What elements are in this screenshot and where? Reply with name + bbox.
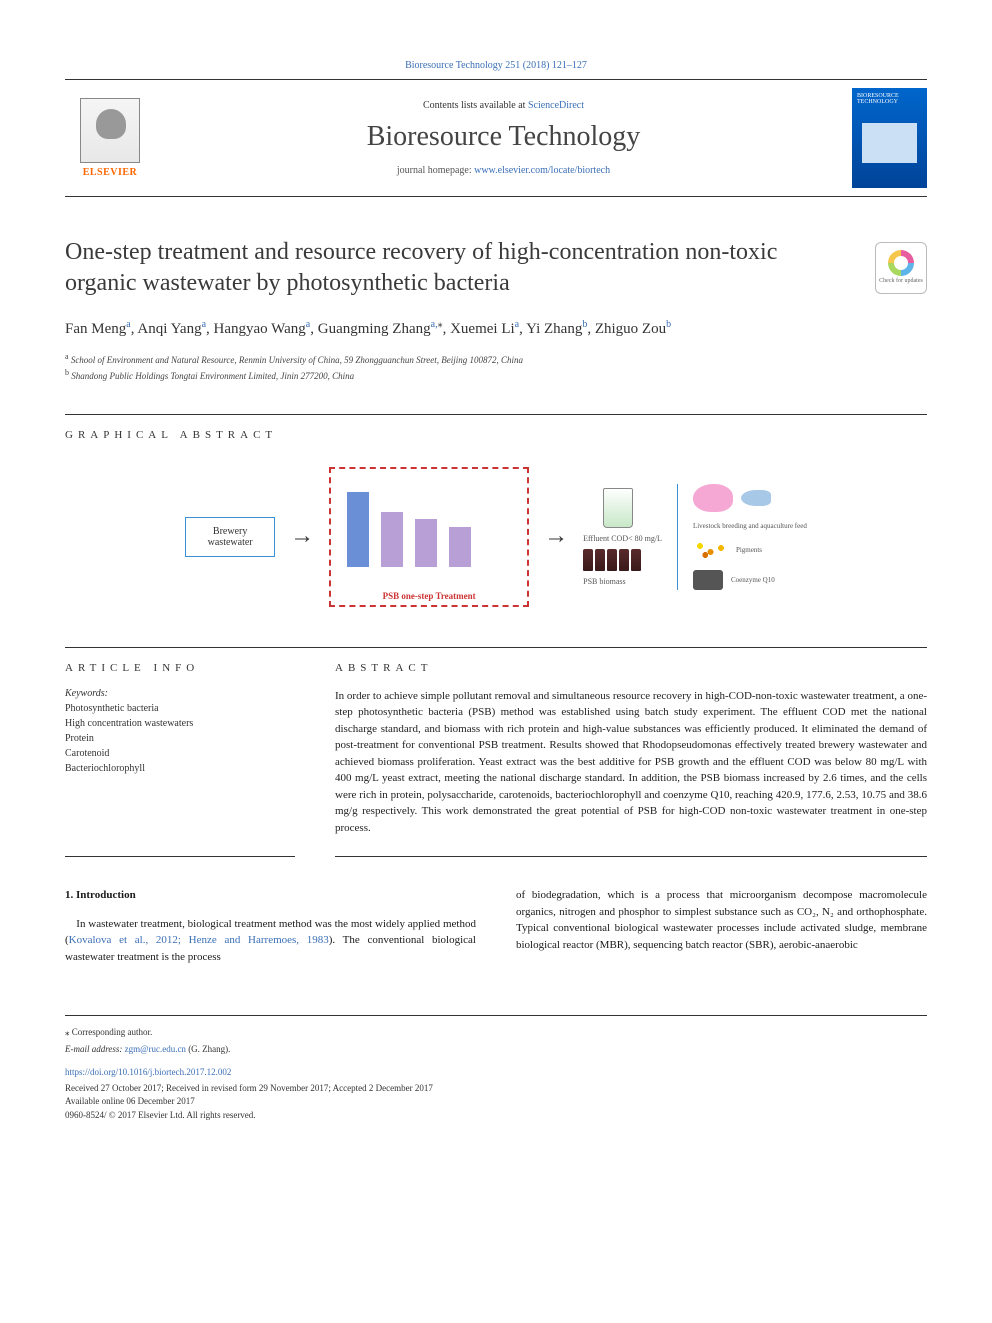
ga-outputs: Effluent COD< 80 mg/L PSB biomass — [583, 488, 662, 586]
author-aff: b — [666, 319, 671, 330]
journal-header: ELSEVIER Contents lists available at Sci… — [65, 79, 927, 197]
elsevier-text: ELSEVIER — [83, 167, 138, 178]
email-line: E-mail address: zgm@ruc.edu.cn (G. Zhang… — [65, 1043, 927, 1057]
affiliation-text: Shandong Public Holdings Tongtai Environ… — [71, 371, 354, 381]
pig-icon — [693, 484, 733, 512]
author-aff: a — [126, 319, 130, 330]
abstract-column: ABSTRACT In order to achieve simple poll… — [335, 662, 927, 858]
journal-name: Bioresource Technology — [175, 121, 832, 153]
online-date: Available online 06 December 2017 — [65, 1095, 927, 1109]
authors-list: Fan Menga, Anqi Yanga, Hangyao Wanga, Gu… — [65, 317, 927, 341]
ga-chart-caption: PSB one-step Treatment — [331, 591, 527, 601]
citation-link[interactable]: Kovalova et al., 2012; Henze and Harremo… — [69, 934, 329, 946]
keyword: High concentration wastewaters — [65, 716, 295, 731]
coenzyme-icon — [693, 570, 723, 590]
ga-product-label: Coenzyme Q10 — [731, 576, 775, 584]
check-updates-badge[interactable]: Check for updates — [875, 242, 927, 294]
author-aff: a — [515, 319, 519, 330]
ga-product-label: Pigments — [736, 546, 762, 554]
pigment-icon — [693, 540, 728, 560]
crossmark-icon — [888, 250, 914, 276]
author: Xuemei Li — [450, 321, 515, 337]
elsevier-tree-icon — [80, 98, 140, 163]
ga-products: Livestock breeding and aquaculture feed … — [677, 484, 807, 590]
psb-bottles-icon — [583, 549, 641, 571]
cover-title: BIORESOURCE TECHNOLOGY — [857, 93, 927, 105]
email-link[interactable]: zgm@ruc.edu.cn — [125, 1044, 186, 1054]
intro-paragraph: of biodegradation, which is a process th… — [516, 887, 927, 953]
arrow-right-icon: → — [290, 523, 314, 550]
ga-bar — [347, 492, 369, 567]
affiliations: a School of Environment and Natural Reso… — [65, 351, 927, 384]
aff-sup: a — [65, 352, 69, 361]
journal-cover-thumbnail: BIORESOURCE TECHNOLOGY — [852, 88, 927, 188]
graphical-abstract: Brewery wastewater → PSB one-step Treatm… — [65, 457, 927, 617]
intro-heading: 1. Introduction — [65, 887, 476, 904]
doi-link[interactable]: https://doi.org/10.1016/j.biortech.2017.… — [65, 1067, 231, 1077]
ga-effluent-label: Effluent COD< 80 mg/L — [583, 534, 662, 543]
ga-chart: PSB one-step Treatment — [329, 467, 529, 607]
email-label: E-mail address: — [65, 1044, 125, 1054]
keyword: Photosynthetic bacteria — [65, 701, 295, 716]
author: Zhiguo Zou — [595, 321, 666, 337]
article-info-column: ARTICLE INFO Keywords: Photosynthetic ba… — [65, 662, 295, 858]
citation: Bioresource Technology 251 (2018) 121–12… — [65, 60, 927, 71]
arrow-right-icon: → — [544, 523, 568, 550]
ga-bar — [449, 527, 471, 567]
ga-product-pigments: Pigments — [693, 540, 807, 560]
author-aff: a — [202, 319, 206, 330]
author: Yi Zhang — [526, 321, 582, 337]
article-info-header: ARTICLE INFO — [65, 662, 295, 674]
ga-input-box: Brewery wastewater — [185, 517, 275, 557]
ga-product-label: Livestock breeding and aquaculture feed — [693, 522, 807, 530]
check-updates-label: Check for updates — [879, 278, 923, 286]
author-aff: a, — [431, 319, 438, 330]
email-suffix: (G. Zhang). — [186, 1044, 231, 1054]
keyword: Protein — [65, 731, 295, 746]
author-aff: a — [306, 319, 310, 330]
copyright: 0960-8524/ © 2017 Elsevier Ltd. All righ… — [65, 1109, 927, 1123]
author-aff: b — [582, 319, 587, 330]
title-text: One-step treatment and resource recovery… — [65, 239, 777, 296]
author: Guangming Zhang — [318, 321, 431, 337]
ga-bar — [415, 519, 437, 567]
journal-homepage: journal homepage: www.elsevier.com/locat… — [175, 165, 832, 176]
graphical-abstract-header: GRAPHICAL ABSTRACT — [65, 414, 927, 441]
ga-product-feed — [693, 484, 807, 512]
aff-sup: b — [65, 368, 69, 377]
vial-icon — [603, 488, 633, 528]
sciencedirect-link[interactable]: ScienceDirect — [528, 100, 584, 111]
contents-available: Contents lists available at ScienceDirec… — [175, 100, 832, 111]
author: Hangyao Wang — [214, 321, 306, 337]
corr-marker: ⁎ — [438, 319, 443, 330]
ga-biomass-label: PSB biomass — [583, 577, 625, 586]
author: Anqi Yang — [137, 321, 201, 337]
fish-icon — [741, 490, 771, 506]
article-title: One-step treatment and resource recovery… — [65, 237, 927, 299]
elsevier-logo: ELSEVIER — [65, 88, 155, 188]
keywords-label: Keywords: — [65, 688, 295, 699]
intro-paragraph: In wastewater treatment, biological trea… — [65, 916, 476, 966]
keyword: Carotenoid — [65, 746, 295, 761]
contents-prefix: Contents lists available at — [423, 100, 528, 111]
keyword: Bacteriochlorophyll — [65, 761, 295, 776]
homepage-link[interactable]: www.elsevier.com/locate/biortech — [474, 165, 610, 176]
keywords-list: Photosynthetic bacteria High concentrati… — [65, 701, 295, 776]
ga-bar — [381, 512, 403, 567]
abstract-text: In order to achieve simple pollutant rem… — [335, 688, 927, 837]
homepage-prefix: journal homepage: — [397, 165, 474, 176]
corresponding-author: ⁎ Corresponding author. — [65, 1026, 927, 1040]
article-dates: Received 27 October 2017; Received in re… — [65, 1082, 927, 1096]
author: Fan Meng — [65, 321, 126, 337]
abstract-header: ABSTRACT — [335, 662, 927, 674]
affiliation-text: School of Environment and Natural Resour… — [71, 355, 523, 365]
introduction-section: 1. Introduction In wastewater treatment,… — [65, 887, 927, 965]
footer: ⁎ Corresponding author. E-mail address: … — [65, 1015, 927, 1122]
ga-product-coenzyme: Coenzyme Q10 — [693, 570, 807, 590]
